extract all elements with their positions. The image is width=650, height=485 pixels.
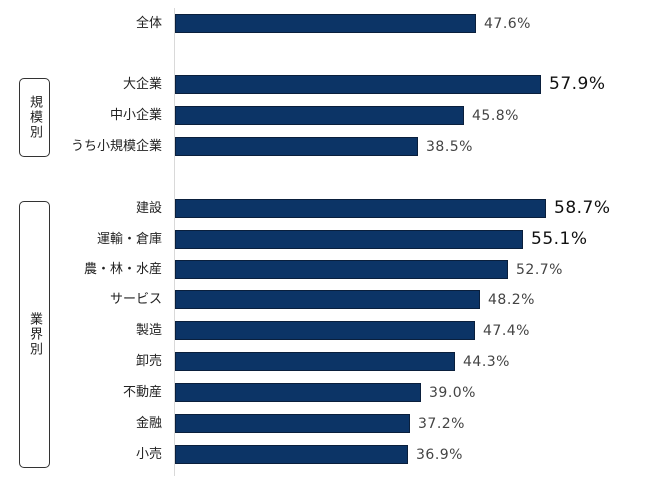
category-label: 卸売 [135, 354, 162, 369]
bar [175, 14, 476, 33]
category-label: 金融 [135, 416, 162, 431]
category-label: 不動産 [122, 385, 162, 400]
category-label: 中小企業 [109, 108, 162, 123]
bar-row: サービス 48.2% [0, 290, 650, 310]
value-label: 55.1% [531, 229, 588, 249]
bar [175, 321, 475, 340]
bar-row: 大企業 57.9% [0, 74, 650, 95]
category-label: 全体 [135, 16, 162, 31]
bar-row: 製造 47.4% [0, 321, 650, 341]
value-label: 44.3% [463, 354, 510, 370]
bar-row: 中小企業 45.8% [0, 106, 650, 126]
bar [175, 137, 418, 156]
bar [175, 230, 523, 249]
value-label: 47.4% [483, 323, 530, 339]
value-label: 47.6% [484, 16, 531, 32]
category-label: 運輸・倉庫 [96, 232, 162, 247]
value-label: 58.7% [554, 198, 611, 218]
value-label: 45.8% [472, 108, 519, 124]
bar [175, 383, 421, 402]
category-label: サービス [109, 292, 162, 307]
category-label: 建設 [135, 201, 162, 216]
bar [175, 260, 508, 279]
group-box-size: 規模別 [19, 78, 50, 157]
category-label: 製造 [135, 323, 162, 338]
category-axis-line [174, 8, 175, 476]
category-label: うち小規模企業 [70, 139, 162, 154]
bar-row: 運輸・倉庫 55.1% [0, 229, 650, 250]
bar-row: 不動産 39.0% [0, 383, 650, 403]
value-label: 36.9% [416, 447, 463, 463]
bar [175, 75, 541, 94]
bar-row: 農・林・水産 52.7% [0, 260, 650, 280]
bar-row: 金融 37.2% [0, 414, 650, 434]
bar [175, 199, 546, 218]
bar [175, 352, 455, 371]
category-label: 大企業 [122, 77, 162, 92]
group-label-industry: 業界別 [27, 312, 42, 357]
category-label: 小売 [135, 447, 162, 462]
value-label: 52.7% [516, 262, 563, 278]
category-label: 農・林・水産 [83, 262, 162, 277]
value-label: 39.0% [429, 385, 476, 401]
bar-row: 卸売 44.3% [0, 352, 650, 372]
bar-row: うち小規模企業 38.5% [0, 137, 650, 157]
value-label: 38.5% [426, 139, 473, 155]
value-label: 57.9% [549, 74, 606, 94]
value-label: 48.2% [488, 292, 535, 308]
bar [175, 414, 410, 433]
bar-row: 小売 36.9% [0, 445, 650, 465]
group-box-industry: 業界別 [19, 201, 50, 468]
group-label-size: 規模別 [27, 95, 42, 140]
bar [175, 106, 464, 125]
bar-row: 建設 58.7% [0, 198, 650, 219]
bar-row: 全体 47.6% [0, 14, 650, 34]
bar [175, 290, 480, 309]
bar [175, 445, 408, 464]
value-label: 37.2% [418, 416, 465, 432]
